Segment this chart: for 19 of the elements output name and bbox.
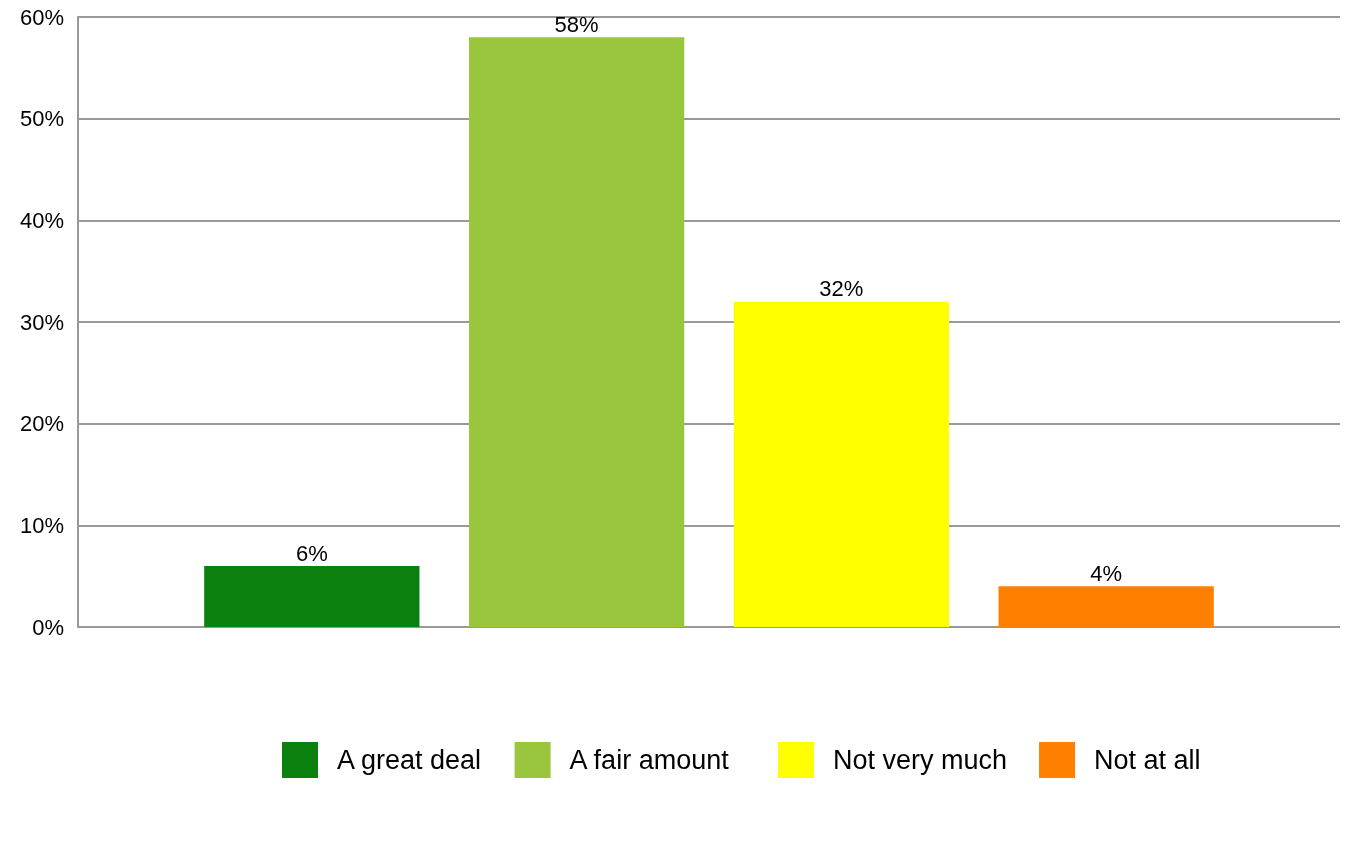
legend-label: Not at all xyxy=(1094,745,1201,775)
data-label: 32% xyxy=(819,276,864,302)
bar xyxy=(468,37,685,627)
y-tick-label: 20% xyxy=(19,411,64,437)
bar xyxy=(733,301,950,627)
legend-label: A fair amount xyxy=(569,745,730,775)
data-label: 58% xyxy=(554,11,599,37)
bar xyxy=(204,566,420,627)
legend-label: A great deal xyxy=(337,745,482,775)
bar xyxy=(998,586,1214,627)
y-tick-label: 50% xyxy=(19,106,64,132)
y-tick-label: 30% xyxy=(19,309,64,335)
legend-label: Not very much xyxy=(833,745,1008,775)
y-tick-label: 40% xyxy=(19,207,64,233)
data-label: 6% xyxy=(295,540,328,566)
y-tick-label: 10% xyxy=(19,512,64,538)
y-tick-label: 60% xyxy=(19,4,64,30)
y-tick-label: 0% xyxy=(32,614,64,640)
data-label: 4% xyxy=(1090,560,1123,586)
